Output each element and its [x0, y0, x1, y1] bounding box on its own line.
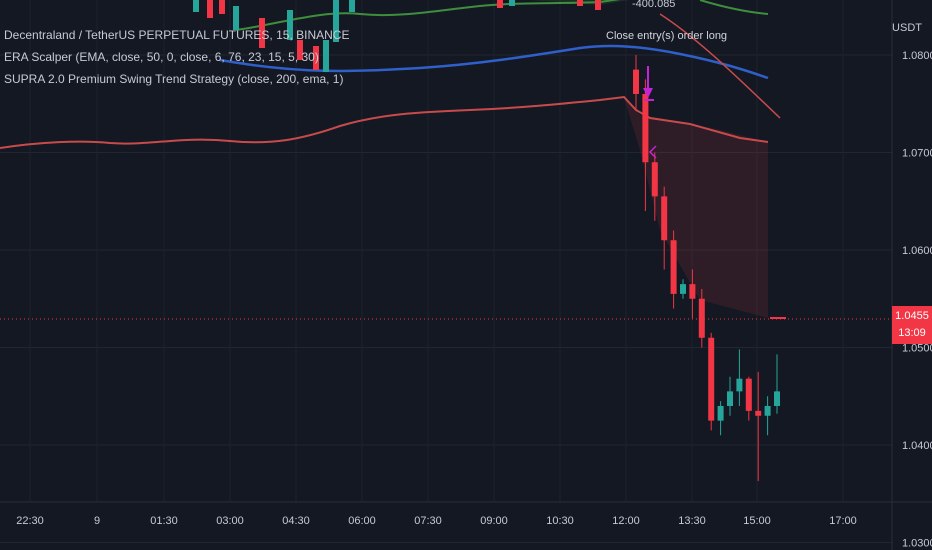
candle-body: [633, 69, 639, 94]
candle-body: [233, 6, 239, 30]
candle-body: [774, 391, 780, 406]
x-tick-label: 17:00: [829, 515, 857, 527]
x-tick-label: 07:30: [414, 515, 442, 527]
candle-body: [727, 391, 733, 406]
candles[interactable]: [193, 0, 780, 482]
green-band-right: [699, 0, 769, 15]
indicator-lines: [0, 0, 781, 149]
candle-body: [287, 10, 293, 40]
candle-body: [259, 18, 265, 48]
supra-ema-line: [0, 95, 769, 149]
candle-body: [577, 0, 583, 6]
y-tick-label: 1.0300: [902, 538, 932, 550]
candle-body: [670, 240, 677, 294]
y-tick-label: 1.0800: [902, 50, 932, 62]
candle-body: [313, 46, 319, 70]
legend-era-scalper[interactable]: ERA Scalper (EMA, close, 50, 0, close, 6…: [4, 50, 319, 64]
current-price-value: 1.0455: [895, 310, 929, 322]
candle-body: [680, 284, 686, 294]
candle-body: [651, 162, 658, 197]
candle-body: [509, 0, 515, 6]
candle-body: [497, 0, 503, 8]
x-tick-label: 09:00: [480, 515, 508, 527]
x-tick-label: 01:30: [150, 515, 178, 527]
candle-body: [642, 94, 649, 163]
upper-band-line: [659, 13, 781, 119]
x-tick-label: 15:00: [743, 515, 771, 527]
candle-body: [595, 0, 601, 10]
chart-legend: Decentraland / TetherUS PERPETUAL FUTURE…: [4, 24, 349, 90]
price-axis[interactable]: 1.0800 1.0700 1.0600 1.0500 1.0400 1.0300: [902, 50, 932, 550]
candle-body: [698, 298, 705, 338]
candle-body: [219, 0, 225, 14]
time-axis[interactable]: 22:30 9 01:30 03:00 04:30 06:00 07:30 09:00 10:3…: [16, 515, 857, 527]
signal-markers: [643, 66, 786, 319]
candle-body: [661, 196, 668, 241]
y-tick-label: 1.0500: [902, 343, 932, 355]
exit-signal-head: [643, 88, 653, 98]
candle-body: [764, 406, 771, 416]
x-tick-label: 04:30: [282, 515, 310, 527]
y-tick-label: 1.0400: [902, 440, 932, 452]
price-unit-label: USDT: [892, 22, 922, 34]
candle-body: [745, 378, 752, 411]
y-tick-label: 1.0700: [902, 148, 932, 160]
green-band-line: [235, 0, 621, 31]
x-tick-label: 22:30: [16, 515, 44, 527]
candle-body: [297, 40, 303, 60]
trend-fill: [0, 0, 768, 318]
blue-ema-line: [219, 44, 769, 80]
x-tick-label: 03:00: [216, 515, 244, 527]
grid-lines: [0, 54, 892, 543]
x-tick-label: 13:30: [678, 515, 706, 527]
x-tick-label: 10:30: [546, 515, 574, 527]
candle-countdown: 13:09: [898, 327, 926, 339]
green-band-fill: [0, 0, 629, 5]
candle-body: [207, 0, 213, 18]
legend-symbol[interactable]: Decentraland / TetherUS PERPETUAL FUTURE…: [4, 28, 350, 42]
profit-annotation: -400.085: [632, 0, 676, 10]
legend-supra-strategy[interactable]: SUPRA 2.0 Premium Swing Trend Strategy (…: [4, 72, 344, 86]
candle-body: [333, 0, 339, 42]
candle-body: [323, 40, 329, 72]
x-tick-label: 9: [94, 515, 100, 527]
x-tick-label: 06:00: [348, 515, 376, 527]
bearish-fill: [624, 98, 768, 318]
candle-body: [349, 0, 355, 12]
order-annotation: Close entry(s) order long: [606, 30, 728, 42]
y-tick-label: 1.0600: [902, 245, 932, 257]
candle-body: [689, 284, 696, 299]
candle-body: [193, 0, 199, 12]
candle-body: [717, 406, 724, 421]
candle-body: [736, 378, 743, 392]
current-price-tag: 1.0455 13:09: [892, 306, 932, 344]
candle-body: [755, 410, 762, 416]
x-tick-label: 12:00: [612, 515, 640, 527]
candle-body: [708, 337, 715, 421]
entry-signal-marker: [648, 145, 657, 159]
